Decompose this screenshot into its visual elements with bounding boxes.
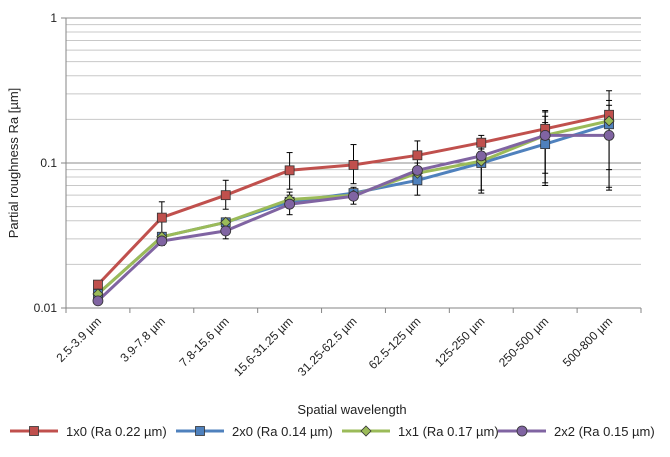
data-point — [220, 225, 232, 237]
data-point — [348, 190, 359, 202]
y-tick-labels: 0.01 0.1 1 — [34, 11, 58, 315]
x-tick-label: 7.8-15.6 µm — [176, 314, 231, 369]
series-lines — [96, 113, 610, 302]
data-point — [603, 115, 615, 127]
data-point — [284, 198, 296, 210]
legend-marker — [29, 426, 39, 436]
legend-label: 1x1 (Ra 0.17 µm) — [398, 424, 499, 439]
legend-marker — [516, 425, 528, 437]
y-tick-label: 0.1 — [40, 156, 57, 170]
gridlines — [66, 17, 641, 309]
data-point — [156, 212, 167, 223]
legend-label: 2x2 (Ra 0.15 µm) — [554, 424, 655, 439]
x-tick-label: 500-800 µm — [560, 314, 615, 369]
x-tick-label: 62.5-125 µm — [366, 314, 424, 372]
y-axis-label: Partial roughness Ra [µm] — [6, 88, 21, 239]
data-point — [476, 137, 487, 148]
data-markers — [92, 109, 615, 307]
legend-label: 2x0 (Ra 0.14 µm) — [232, 424, 333, 439]
data-point — [411, 164, 423, 176]
legend: 1x0 (Ra 0.22 µm) 2x0 (Ra 0.14 µm) 1x1 (Ra … — [10, 424, 655, 439]
data-point — [284, 165, 295, 176]
data-point — [475, 150, 487, 162]
x-tick-label: 15.6-31.25 µm — [231, 314, 296, 379]
data-point — [539, 130, 551, 141]
y-tick-label: 1 — [50, 11, 57, 25]
legend-marker — [195, 426, 205, 436]
data-point — [220, 190, 231, 201]
x-axis-label: Spatial wavelength — [297, 402, 406, 417]
data-point — [348, 160, 359, 170]
legend-label: 1x0 (Ra 0.22 µm) — [66, 424, 167, 439]
x-tick-label: 2.5-3.9 µm — [53, 314, 104, 365]
legend-marker — [360, 425, 372, 437]
x-tick-label: 125-250 µm — [432, 314, 487, 369]
y-tick-label: 0.01 — [34, 301, 58, 315]
x-tick-label: 31.25-62.5 µm — [295, 314, 360, 379]
x-tick-label: 3.9-7.8 µm — [117, 314, 168, 365]
data-point — [156, 235, 168, 247]
data-point — [93, 279, 103, 290]
axes — [61, 17, 642, 313]
x-tick-labels: 2.5-3.9 µm 3.9-7.8 µm 7.8-15.6 µm 15.6-31.2… — [53, 314, 615, 379]
x-tick-label: 250-500 µm — [496, 314, 551, 369]
data-point — [92, 295, 104, 307]
data-point — [412, 150, 423, 161]
data-point — [603, 130, 615, 141]
